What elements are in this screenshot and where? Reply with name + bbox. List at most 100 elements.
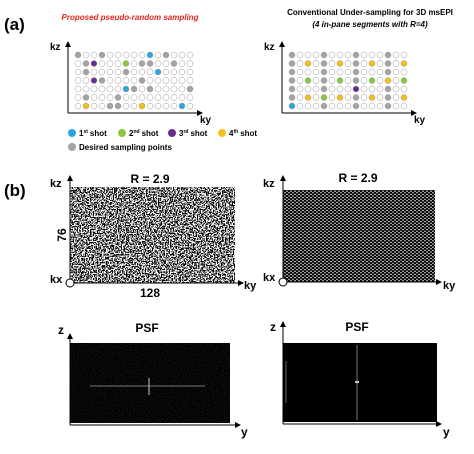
sampling-point [82,94,90,101]
axis-label: ky [414,115,426,126]
sampling-point [320,85,328,93]
sampling-point [392,94,400,101]
sampling-point [304,77,312,84]
sampling-point [368,94,376,101]
sampling-point [90,85,98,93]
sampling-point [138,77,146,84]
sampling-point [186,94,194,101]
sampling-point [154,85,162,93]
origin [65,278,75,288]
sampling-point [154,94,162,101]
sampling-point [312,60,320,67]
sampling-point [178,77,186,84]
sampling-point [154,60,162,67]
sampling-point [304,102,312,110]
sampling-point [162,68,170,76]
sampling-point [344,68,352,76]
sampling-point [170,60,178,67]
axis-label: kz [264,42,275,53]
legend-label: 2nd shot [129,129,159,138]
legend-number: 4 [229,129,234,138]
sampling-point [392,102,400,110]
sampling-point [336,77,344,84]
sampling-point [344,60,352,67]
sampling-point [114,51,122,59]
legend-label: Desired sampling points [79,143,172,152]
sampling-point [320,102,328,110]
sampling-point [360,85,368,93]
sampling-point [352,85,360,93]
sampling-point [344,94,352,101]
sampling-point [368,102,376,110]
legend-swatch [118,129,126,137]
sampling-point [328,68,336,76]
sampling-point [352,77,360,84]
legend-text: Desired sampling points [79,143,172,152]
sampling-point [376,77,384,84]
sampling-point [312,51,320,59]
sampling-point [376,68,384,76]
sampling-point [154,77,162,84]
sampling-point [360,102,368,110]
sampling-point [162,85,170,93]
sampling-point [74,60,82,67]
sampling-point [288,77,296,84]
sampling-point [352,51,360,59]
sampling-point [114,60,122,67]
sampling-point [384,68,392,76]
sampling-point [114,85,122,93]
sampling-point [392,60,400,67]
right-title: Conventional Under-sampling for 3D msEPI [287,8,453,17]
sampling-point [178,94,186,101]
sampling-point [384,60,392,67]
sampling-point [106,102,114,110]
sampling-point [122,85,130,93]
dimension-label: 76 [55,228,69,242]
sampling-point [328,85,336,93]
sampling-point [288,68,296,76]
sampling-point [90,60,98,67]
sampling-point [376,60,384,67]
axis-label: z [58,323,64,337]
sampling-point [122,102,130,110]
sampling-point [106,60,114,67]
sampling-point [114,68,122,76]
sampling-point [114,102,122,110]
sampling-point [178,85,186,93]
sampling-point [82,51,90,59]
sampling-point [154,102,162,110]
sampling-point [186,85,194,93]
sampling-point [90,94,98,101]
sampling-point [296,102,304,110]
sampling-point [320,51,328,59]
sampling-point [74,51,82,59]
legend-suffix: rd [183,129,188,135]
sampling-point [304,51,312,59]
axis-label: kz [263,178,275,190]
sampling-point [400,51,408,59]
sampling-point [74,102,82,110]
sampling-mask [70,187,235,283]
sampling-point [106,51,114,59]
sampling-point [368,77,376,84]
axis-label: y [241,425,248,439]
sampling-point [392,77,400,84]
sampling-point [178,102,186,110]
sampling-point [130,51,138,59]
axis-label: y [443,425,450,439]
sampling-point [162,60,170,67]
sampling-point [336,51,344,59]
right-subtitle: (4 in-pane segments with R=4) [312,20,428,29]
sampling-point [82,77,90,84]
sampling-point [376,85,384,93]
image-title: R = 2.9 [338,171,377,185]
sampling-point [288,94,296,101]
sampling-point [178,60,186,67]
sampling-point [328,102,336,110]
psf-image [283,343,437,422]
sampling-point [146,68,154,76]
sampling-point [186,77,194,84]
sampling-point [296,94,304,101]
